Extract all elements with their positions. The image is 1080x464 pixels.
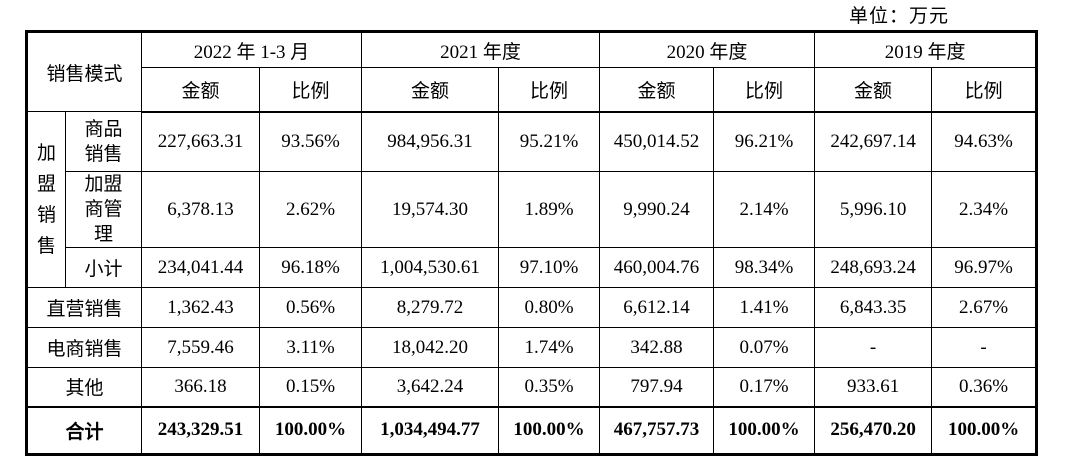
row-label-total: 合计: [25, 405, 143, 455]
cell-amount: 18,042.20: [361, 327, 500, 368]
cell-amount: 1,362.43: [141, 287, 261, 328]
table-row-other: 其他 366.18 0.15% 3,642.24 0.35% 797.94 0.…: [25, 367, 1038, 407]
cell-amount: 984,956.31: [361, 111, 500, 172]
table-row-total: 合计 243,329.51 100.00% 1,034,494.77 100.0…: [25, 405, 1038, 455]
cell-ratio: 2.34%: [931, 171, 1038, 248]
cell-ratio: 1.89%: [498, 171, 601, 248]
cell-ratio: 3.11%: [259, 327, 363, 368]
cell-amount: 3,642.24: [361, 367, 500, 407]
cell-amount: -: [814, 327, 933, 368]
cell-ratio: 2.62%: [259, 171, 363, 248]
header-ratio: 比例: [931, 67, 1038, 113]
table-row-direct-sales: 直营销售 1,362.43 0.56% 8,279.72 0.80% 6,612…: [25, 287, 1038, 328]
cell-ratio: 97.10%: [498, 247, 601, 288]
cell-ratio: 100.00%: [931, 405, 1038, 455]
header-row-measures: 金额 比例 金额 比例 金额 比例 金额 比例: [27, 67, 1038, 113]
header-sales-mode: 销售模式: [25, 31, 143, 112]
cell-ratio: 100.00%: [498, 405, 601, 455]
cell-ratio: 96.97%: [931, 247, 1038, 288]
header-amount: 金额: [141, 67, 261, 113]
cell-amount: 243,329.51: [141, 405, 261, 455]
cell-ratio: 93.56%: [259, 111, 363, 172]
row-label: 电商销售: [25, 327, 143, 368]
cell-ratio: 1.74%: [498, 327, 601, 368]
cell-ratio: 0.35%: [498, 367, 601, 407]
cell-ratio: 94.63%: [931, 111, 1038, 172]
sales-mode-table: 销售模式 2022 年 1-3 月 2021 年度 2020 年度 2019 年…: [25, 30, 1039, 456]
cell-amount: 366.18: [141, 367, 261, 407]
table-row-franchisee-management: 加盟商管理 6,378.13 2.62% 19,574.30 1.89% 9,9…: [27, 171, 1038, 248]
group-label-franchise-sales: 加盟销售: [26, 111, 66, 288]
cell-ratio: 100.00%: [259, 405, 363, 455]
cell-amount: 6,843.35: [814, 287, 933, 328]
cell-amount: 7,559.46: [141, 327, 261, 368]
cell-amount: 797.94: [599, 367, 715, 407]
row-label: 小计: [64, 247, 143, 288]
cell-amount: 450,014.52: [599, 111, 715, 172]
row-label: 商品销售: [64, 111, 143, 172]
table-row-ecommerce-sales: 电商销售 7,559.46 3.11% 18,042.20 1.74% 342.…: [25, 327, 1038, 368]
cell-ratio: 2.14%: [713, 171, 816, 248]
cell-amount: 1,034,494.77: [361, 405, 500, 455]
unit-label: 单位：万元: [849, 6, 950, 27]
row-label: 直营销售: [25, 287, 143, 328]
header-amount: 金额: [599, 67, 715, 113]
cell-amount: 242,697.14: [814, 111, 933, 172]
cell-amount: 933.61: [814, 367, 933, 407]
cell-ratio: 2.67%: [931, 287, 1038, 328]
cell-ratio: 0.15%: [259, 367, 363, 407]
cell-amount: 460,004.76: [599, 247, 715, 288]
cell-ratio: 0.80%: [498, 287, 601, 328]
cell-ratio: 96.18%: [259, 247, 363, 288]
cell-amount: 467,757.73: [599, 405, 715, 455]
table-row-subtotal: 小计 234,041.44 96.18% 1,004,530.61 97.10%…: [27, 247, 1038, 288]
cell-ratio: 95.21%: [498, 111, 601, 172]
cell-ratio: 96.21%: [713, 111, 816, 172]
cell-amount: 6,612.14: [599, 287, 715, 328]
cell-amount: 8,279.72: [361, 287, 500, 328]
cell-ratio: 0.36%: [931, 367, 1038, 407]
cell-ratio: 0.56%: [259, 287, 363, 328]
header-period-2022: 2022 年 1-3 月: [141, 31, 363, 68]
cell-ratio: -: [931, 327, 1038, 368]
cell-ratio: 0.17%: [713, 367, 816, 407]
header-row-periods: 销售模式 2022 年 1-3 月 2021 年度 2020 年度 2019 年…: [25, 31, 1038, 112]
cell-ratio: 98.34%: [713, 247, 816, 288]
cell-amount: 1,004,530.61: [361, 247, 500, 288]
cell-amount: 342.88: [599, 327, 715, 368]
cell-amount: 256,470.20: [814, 405, 933, 455]
cell-amount: 9,990.24: [599, 171, 715, 248]
header-amount: 金额: [361, 67, 500, 113]
cell-amount: 6,378.13: [141, 171, 261, 248]
header-ratio: 比例: [498, 67, 601, 113]
cell-amount: 19,574.30: [361, 171, 500, 248]
row-label-text: 商品销售: [84, 118, 123, 165]
cell-ratio: 1.41%: [713, 287, 816, 328]
header-ratio: 比例: [259, 67, 363, 113]
group-label-text: 加盟销售: [36, 142, 56, 257]
table-row-goods-sales: 加盟销售 商品销售 227,663.31 93.56% 984,956.31 9…: [26, 111, 1038, 288]
row-label-text: 加盟商管理: [84, 174, 123, 245]
cell-ratio: 100.00%: [713, 405, 816, 455]
header-ratio: 比例: [713, 67, 816, 113]
header-period-2020: 2020 年度: [599, 31, 816, 68]
header-period-2021: 2021 年度: [361, 31, 601, 68]
cell-amount: 5,996.10: [814, 171, 933, 248]
row-label: 其他: [25, 367, 143, 407]
header-period-2019: 2019 年度: [814, 31, 1038, 68]
cell-amount: 234,041.44: [141, 247, 261, 288]
cell-amount: 248,693.24: [814, 247, 933, 288]
cell-ratio: 0.07%: [713, 327, 816, 368]
cell-amount: 227,663.31: [141, 111, 261, 172]
header-amount: 金额: [814, 67, 933, 113]
row-label: 加盟商管理: [64, 171, 143, 248]
